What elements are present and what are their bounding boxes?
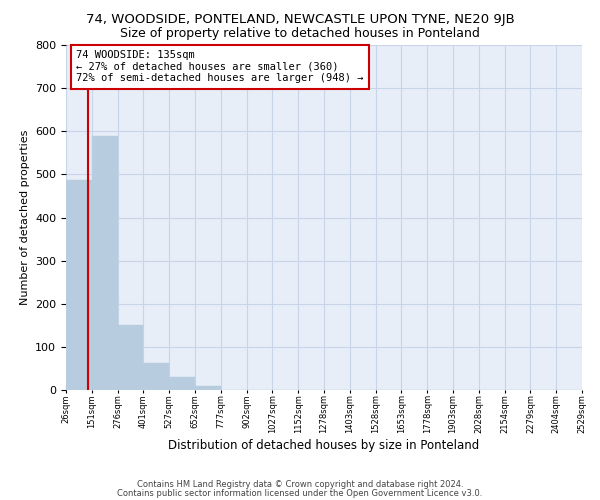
Bar [143, 364, 169, 390]
Text: 74 WOODSIDE: 135sqm
← 27% of detached houses are smaller (360)
72% of semi-detac: 74 WOODSIDE: 135sqm ← 27% of detached ho… [76, 50, 364, 84]
Bar [92, 136, 118, 390]
Y-axis label: Number of detached properties: Number of detached properties [20, 130, 29, 305]
Bar [169, 378, 195, 390]
Text: Contains HM Land Registry data © Crown copyright and database right 2024.: Contains HM Land Registry data © Crown c… [137, 480, 463, 489]
Text: 74, WOODSIDE, PONTELAND, NEWCASTLE UPON TYNE, NE20 9JB: 74, WOODSIDE, PONTELAND, NEWCASTLE UPON … [86, 12, 514, 26]
Text: Contains public sector information licensed under the Open Government Licence v3: Contains public sector information licen… [118, 488, 482, 498]
Bar [195, 386, 221, 390]
Bar [66, 180, 92, 390]
Bar [118, 326, 143, 390]
Text: Size of property relative to detached houses in Ponteland: Size of property relative to detached ho… [120, 28, 480, 40]
X-axis label: Distribution of detached houses by size in Ponteland: Distribution of detached houses by size … [169, 439, 479, 452]
